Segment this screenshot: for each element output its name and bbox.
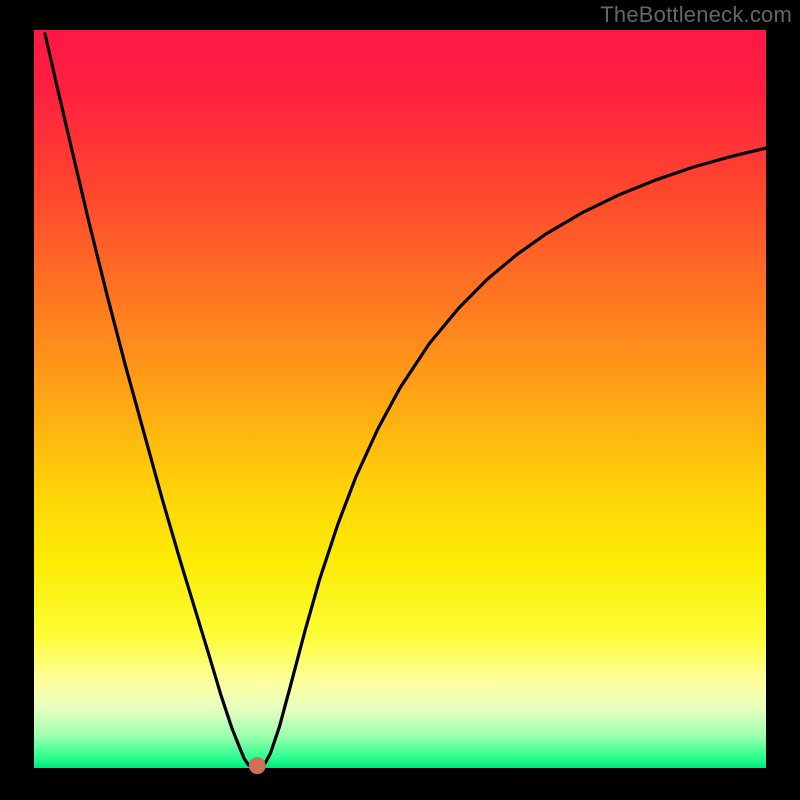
bottleneck-chart xyxy=(0,0,800,800)
optimal-point-marker xyxy=(249,758,265,774)
chart-container: TheBottleneck.com xyxy=(0,0,800,800)
watermark-text: TheBottleneck.com xyxy=(600,2,792,28)
plot-background xyxy=(34,30,766,768)
